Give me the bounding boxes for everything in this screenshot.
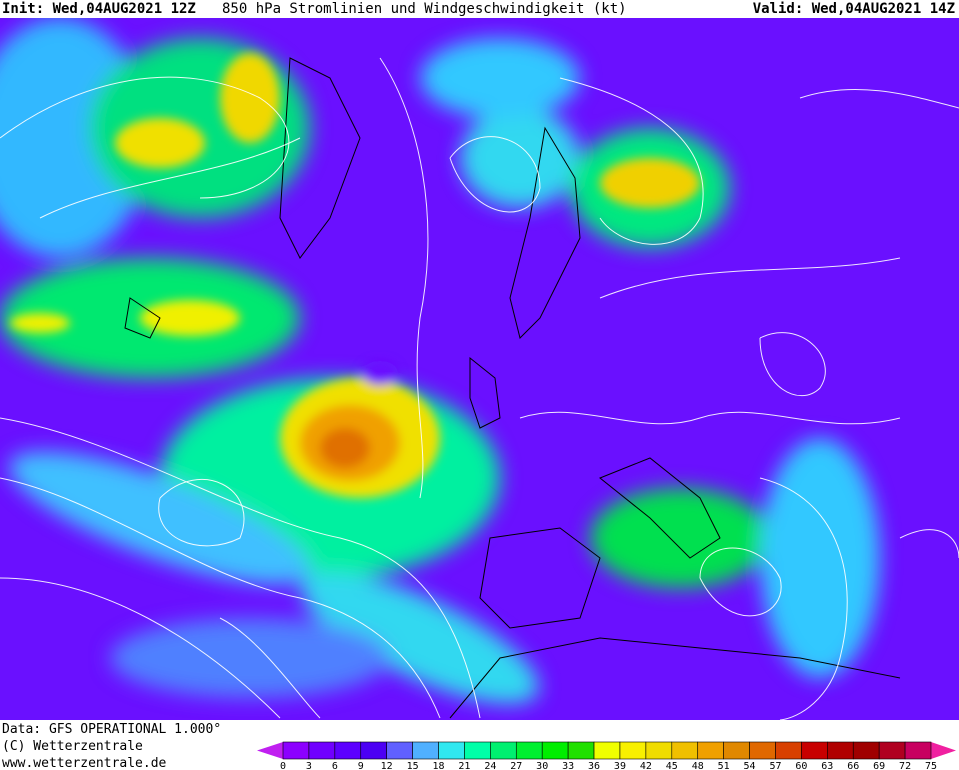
colorbar-tick-label: 51 [718,761,730,770]
colorbar-bin [827,741,854,760]
colorbar-bin [852,741,880,760]
colorbar-tick-label: 18 [432,761,444,770]
colorbar-bin [438,741,465,760]
copyright-label: (C) Wetterzentrale [2,739,143,754]
colorbar-tick-label: 60 [795,761,807,770]
init-time: Init: Wed,04AUG2021 12Z [2,1,196,17]
colorbar-tick-label: 48 [692,761,704,770]
coastlines [124,57,901,719]
colorbar-bin [360,741,387,760]
colorbar-bin [567,741,595,760]
colorbar-bin [308,741,336,760]
colorbar-bin [593,741,621,760]
colorbar-bin [775,741,802,760]
valid-time: Valid: Wed,04AUG2021 14Z [752,1,955,17]
colorbar-tick-label: 3 [306,761,312,770]
colorbar-bin [490,741,517,760]
colorbar-over-arrow [931,742,956,759]
colorbar-bin [904,741,932,760]
colorbar-tick-label: 30 [536,761,548,770]
colorbar-tick-label: 24 [484,761,496,770]
colorbar-bin [464,741,491,760]
wind-speed-map [0,18,959,720]
colorbar-tick-label: 66 [847,761,859,770]
wind-speed-colorbar: 0 3 6 9 12 15 18 21 24 27 30 33 36 39 42 45 48 51 54 57 60 63… [257,741,956,770]
data-source-label: Data: GFS OPERATIONAL 1.000° [2,722,222,737]
colorbar-tick-label: 72 [899,761,911,770]
colorbar-bin [801,741,828,760]
colorbar-tick-label: 45 [666,761,678,770]
colorbar-bin [334,741,362,760]
website-link[interactable]: www.wetterzentrale.de [2,756,167,770]
colorbar-tick-label: 33 [562,761,574,770]
colorbar-bin [749,741,776,760]
colorbar-tick-label: 54 [744,761,756,770]
colorbar-tick-label: 57 [769,761,781,770]
colorbar-bin [541,741,569,760]
colorbar-bin [412,741,439,760]
colorbar-tick-label: 69 [873,761,885,770]
colorbar-bin [671,741,699,760]
colorbar-bin [723,741,750,760]
colorbar-bin [697,741,724,760]
colorbar-bin [645,741,673,760]
colorbar-tick-label: 63 [821,761,833,770]
colorbar-tick-label: 39 [614,761,626,770]
streamlines [0,57,959,720]
colorbar-bin [386,741,413,760]
colorbar-tick-label: 12 [381,761,393,770]
colorbar-tick-label: 15 [407,761,419,770]
colorbar-bin [282,741,310,760]
colorbar-bin [619,741,647,760]
map-title: 850 hPa Stromlinien und Windgeschwindigk… [222,1,627,17]
colorbar-tick-label: 42 [640,761,652,770]
colorbar-tick-label: 9 [358,761,364,770]
colorbar-tick-label: 21 [458,761,470,770]
colorbar-tick-label: 27 [510,761,522,770]
colorbar-bin [878,741,906,760]
colorbar-tick-label: 6 [332,761,338,770]
colorbar-tick-label: 75 [925,761,937,770]
colorbar-bin [515,741,543,760]
colorbar-under-arrow [257,742,283,759]
colorbar-tick-label: 0 [280,761,286,770]
header: Init: Wed,04AUG2021 12Z 850 hPa Stromlin… [0,0,959,18]
high-wind-cores [10,53,700,498]
colorbar-tick-label: 36 [588,761,600,770]
